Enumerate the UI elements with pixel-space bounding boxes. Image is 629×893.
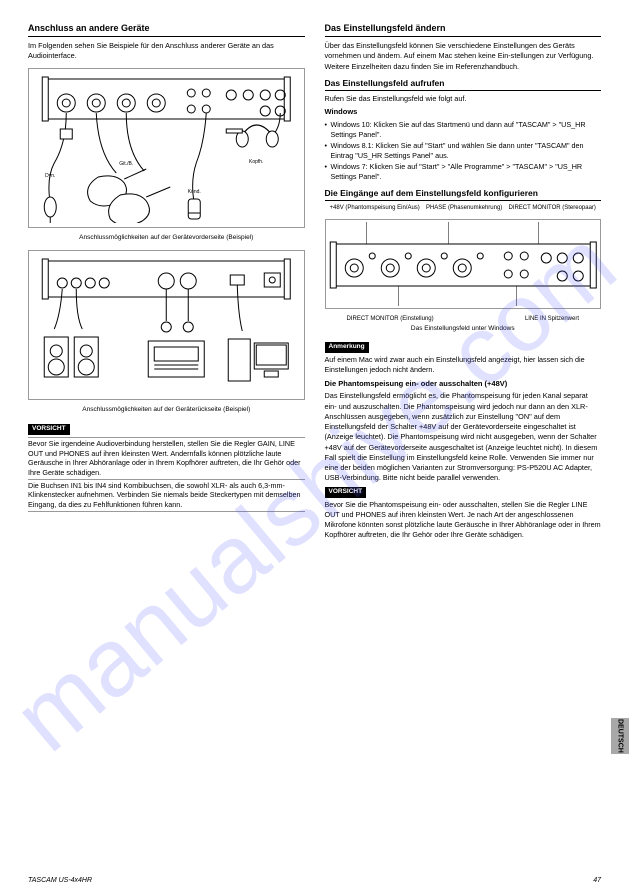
footer-page: 47 (593, 876, 601, 885)
right-heading: Das Einstellungsfeld ändern (325, 22, 602, 37)
phantom-para: Das Einstellungsfeld ermöglicht es, die … (325, 391, 602, 483)
caution-item-2: Die Buchsen IN1 bis IN4 sind Kombibuchse… (28, 479, 305, 512)
left-column: Anschluss an andere Geräte Im Folgenden … (28, 22, 305, 544)
note-tag: Anmerkung (325, 342, 369, 353)
front-diagram-caption: Anschlussmöglichkeiten auf der Gerätevor… (28, 234, 305, 243)
settings-panel-illustration (328, 222, 599, 306)
front-panel-illustration: Dyn. Git./B. Kond. Kopfh. (33, 73, 300, 223)
h2-config-inputs: Die Eingänge auf dem Einstellungsfeld ko… (325, 188, 602, 201)
callout-labels-top: +48V (Phantomspeisung Ein/Aus) PHASE (Ph… (327, 204, 600, 212)
svg-text:Kopfh.: Kopfh. (249, 159, 263, 165)
callout-phase: PHASE (Phasenumkehrung) (426, 204, 502, 212)
callout-line-in: LINE IN Spitzenwert (525, 315, 579, 323)
win-bullet-1: Windows 10: Klicken Sie auf das Startmen… (325, 120, 602, 140)
front-diagram: Dyn. Git./B. Kond. Kopfh. (28, 68, 305, 228)
h2-open-panel: Das Einstellungsfeld aufrufen (325, 78, 602, 91)
windows-title: Windows (325, 107, 602, 117)
rear-diagram (28, 250, 305, 400)
callout-direct-pair: DIRECT MONITOR (Stereopaar) (508, 204, 595, 212)
left-heading: Anschluss an andere Geräte (28, 22, 305, 37)
callout-labels-bottom: DIRECT MONITOR (Einstellung) LINE IN Spi… (327, 315, 600, 323)
right-p2: Rufen Sie das Einstellungsfeld wie folgt… (325, 94, 602, 104)
svg-text:Git./B.: Git./B. (119, 161, 133, 167)
language-tab: DEUTSCH (611, 718, 629, 754)
callout-direct-setting: DIRECT MONITOR (Einstellung) (347, 315, 434, 323)
settings-panel-caption: Das Einstellungsfeld unter Windows (325, 325, 602, 334)
settings-panel-diagram (325, 219, 602, 309)
right-p1: Über das Einstellungsfeld können Sie ver… (325, 41, 602, 72)
footer-model: TASCAM US-4x4HR (28, 876, 92, 885)
caution-para-2: Bevor Sie die Phantomspeisung ein- oder … (325, 500, 602, 540)
win-bullet-2: Windows 8.1: Klicken Sie auf "Start" und… (325, 141, 602, 161)
caution-tag: VORSICHT (28, 424, 70, 435)
caution-tag-2: VORSICHT (325, 487, 367, 498)
caution-item-1: Bevor Sie irgendeine Audioverbindung her… (28, 437, 305, 479)
svg-text:Dyn.: Dyn. (45, 173, 55, 179)
win-bullet-3: Windows 7: Klicken Sie auf "Start" > "Al… (325, 162, 602, 182)
right-column: Das Einstellungsfeld ändern Über das Ein… (325, 22, 602, 544)
left-intro: Im Folgenden sehen Sie Beispiele für den… (28, 41, 305, 61)
svg-text:Kond.: Kond. (188, 189, 201, 195)
footer: TASCAM US-4x4HR 47 (28, 876, 601, 885)
caution-list: Bevor Sie irgendeine Audioverbindung her… (28, 437, 305, 512)
rear-panel-illustration (33, 255, 300, 395)
callout-48v: +48V (Phantomspeisung Ein/Aus) (330, 204, 420, 212)
note-body: Auf einem Mac wird zwar auch ein Einstel… (325, 355, 602, 375)
rear-diagram-caption: Anschlussmöglichkeiten auf der Geräterüc… (28, 406, 305, 415)
phantom-title: Die Phantomspeisung ein- oder ausschalte… (325, 379, 602, 389)
